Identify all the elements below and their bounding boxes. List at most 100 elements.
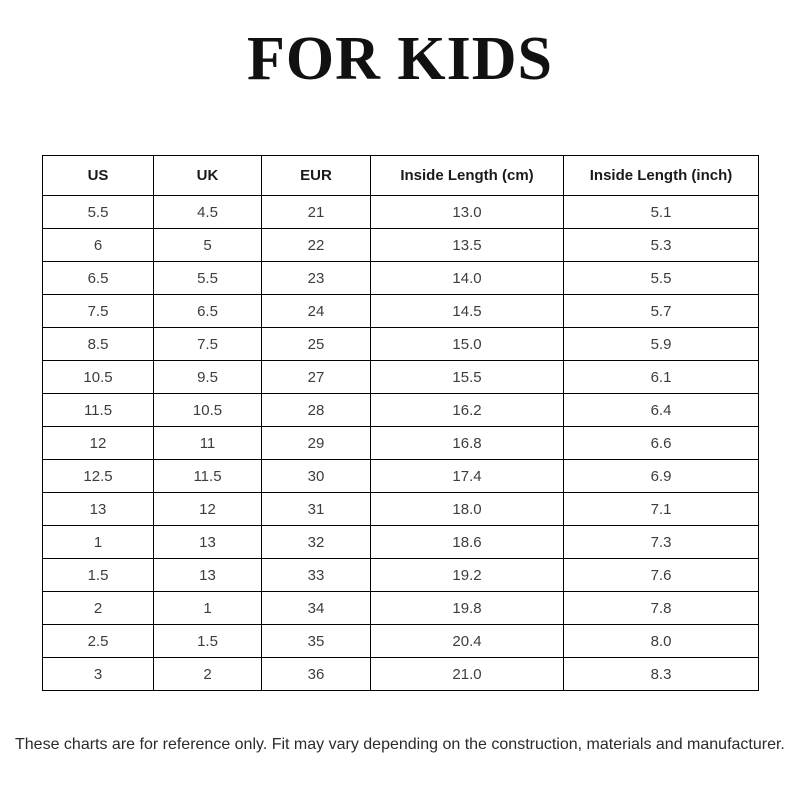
table-cell: 25 — [261, 327, 371, 361]
table-cell: 8.5 — [42, 327, 154, 361]
table-row: 12.5 11.5 30 17.4 6.9 — [42, 459, 759, 493]
table-cell: 6.1 — [563, 360, 759, 394]
table-cell: 9.5 — [153, 360, 262, 394]
table-cell: 20.4 — [370, 624, 564, 658]
table-cell: 2.5 — [42, 624, 154, 658]
table-cell: 13.5 — [370, 228, 564, 262]
table-row: 7.5 6.5 24 14.5 5.7 — [42, 294, 759, 328]
table-cell: 28 — [261, 393, 371, 427]
table-cell: 1 — [42, 525, 154, 559]
table-cell: 32 — [261, 525, 371, 559]
table-cell: 16.2 — [370, 393, 564, 427]
table-cell: 17.4 — [370, 459, 564, 493]
table-cell: 21 — [261, 195, 371, 229]
table-row: 6 5 22 13.5 5.3 — [42, 228, 759, 262]
table-cell: 8.3 — [563, 657, 759, 691]
table-cell: 6.5 — [153, 294, 262, 328]
table-cell: 13 — [153, 558, 262, 592]
table-cell: 6.4 — [563, 393, 759, 427]
table-cell: 5.9 — [563, 327, 759, 361]
table-body: 5.5 4.5 21 13.0 5.1 6 5 22 13.5 5.3 6.5 5.5 23 14.0 5.… — [42, 195, 759, 691]
table-cell: 5.3 — [563, 228, 759, 262]
table-cell: 2 — [153, 657, 262, 691]
table-row: 2.5 1.5 35 20.4 8.0 — [42, 624, 759, 658]
table-cell: 4.5 — [153, 195, 262, 229]
table-cell: 13 — [153, 525, 262, 559]
table-cell: 1.5 — [153, 624, 262, 658]
table-cell: 36 — [261, 657, 371, 691]
disclaimer-text: These charts are for reference only. Fit… — [15, 736, 785, 753]
table-cell: 5.5 — [153, 261, 262, 295]
table-cell: 12 — [42, 426, 154, 460]
table-row: 8.5 7.5 25 15.0 5.9 — [42, 327, 759, 361]
table-row: 12 11 29 16.8 6.6 — [42, 426, 759, 460]
table-cell: 1 — [153, 591, 262, 625]
table-cell: 10.5 — [153, 393, 262, 427]
table-cell: 1.5 — [42, 558, 154, 592]
table-cell: 21.0 — [370, 657, 564, 691]
table-cell: 13.0 — [370, 195, 564, 229]
table-cell: 35 — [261, 624, 371, 658]
table-cell: 7.1 — [563, 492, 759, 526]
table-row: 5.5 4.5 21 13.0 5.1 — [42, 195, 759, 229]
table-cell: 15.5 — [370, 360, 564, 394]
table-cell: 5 — [153, 228, 262, 262]
table-cell: 18.6 — [370, 525, 564, 559]
page-title: FOR KIDS — [247, 25, 553, 93]
table-row: 1.5 13 33 19.2 7.6 — [42, 558, 759, 592]
table-cell: 7.5 — [42, 294, 154, 328]
table-cell: 8.0 — [563, 624, 759, 658]
table-row: 1 13 32 18.6 7.3 — [42, 525, 759, 559]
table-row: 2 1 34 19.8 7.8 — [42, 591, 759, 625]
size-chart-table: US UK EUR Inside Length (cm) Inside Leng… — [42, 155, 759, 691]
table-row: 10.5 9.5 27 15.5 6.1 — [42, 360, 759, 394]
table-row: 3 2 36 21.0 8.3 — [42, 657, 759, 691]
table-cell: 19.2 — [370, 558, 564, 592]
table-cell: 13 — [42, 492, 154, 526]
table-cell: 29 — [261, 426, 371, 460]
column-header-inch: Inside Length (inch) — [563, 155, 759, 196]
table-cell: 11.5 — [153, 459, 262, 493]
table-cell: 15.0 — [370, 327, 564, 361]
column-header-uk: UK — [153, 155, 262, 196]
table-cell: 22 — [261, 228, 371, 262]
table-cell: 10.5 — [42, 360, 154, 394]
table-cell: 5.5 — [563, 261, 759, 295]
table-cell: 18.0 — [370, 492, 564, 526]
table-cell: 7.8 — [563, 591, 759, 625]
column-header-cm: Inside Length (cm) — [370, 155, 564, 196]
table-cell: 11 — [153, 426, 262, 460]
table-cell: 12 — [153, 492, 262, 526]
table-row: 6.5 5.5 23 14.0 5.5 — [42, 261, 759, 295]
table-cell: 3 — [42, 657, 154, 691]
size-chart-page: FOR KIDS US UK EUR Inside Length (cm) In… — [0, 24, 800, 800]
table-cell: 6.6 — [563, 426, 759, 460]
table-cell: 24 — [261, 294, 371, 328]
table-cell: 30 — [261, 459, 371, 493]
table-cell: 5.5 — [42, 195, 154, 229]
table-row: 13 12 31 18.0 7.1 — [42, 492, 759, 526]
table-header-row: US UK EUR Inside Length (cm) Inside Leng… — [42, 155, 759, 196]
table-cell: 16.8 — [370, 426, 564, 460]
column-header-eur: EUR — [261, 155, 371, 196]
table-cell: 7.6 — [563, 558, 759, 592]
table-cell: 6 — [42, 228, 154, 262]
table-cell: 23 — [261, 261, 371, 295]
table-cell: 33 — [261, 558, 371, 592]
table-cell: 27 — [261, 360, 371, 394]
table-cell: 12.5 — [42, 459, 154, 493]
table-cell: 7.3 — [563, 525, 759, 559]
table-cell: 31 — [261, 492, 371, 526]
table-cell: 11.5 — [42, 393, 154, 427]
table-cell: 14.5 — [370, 294, 564, 328]
table-row: 11.5 10.5 28 16.2 6.4 — [42, 393, 759, 427]
column-header-us: US — [42, 155, 154, 196]
table-cell: 7.5 — [153, 327, 262, 361]
table-cell: 34 — [261, 591, 371, 625]
table-cell: 19.8 — [370, 591, 564, 625]
table-cell: 2 — [42, 591, 154, 625]
table-cell: 14.0 — [370, 261, 564, 295]
table-cell: 6.9 — [563, 459, 759, 493]
table-cell: 6.5 — [42, 261, 154, 295]
table-cell: 5.7 — [563, 294, 759, 328]
